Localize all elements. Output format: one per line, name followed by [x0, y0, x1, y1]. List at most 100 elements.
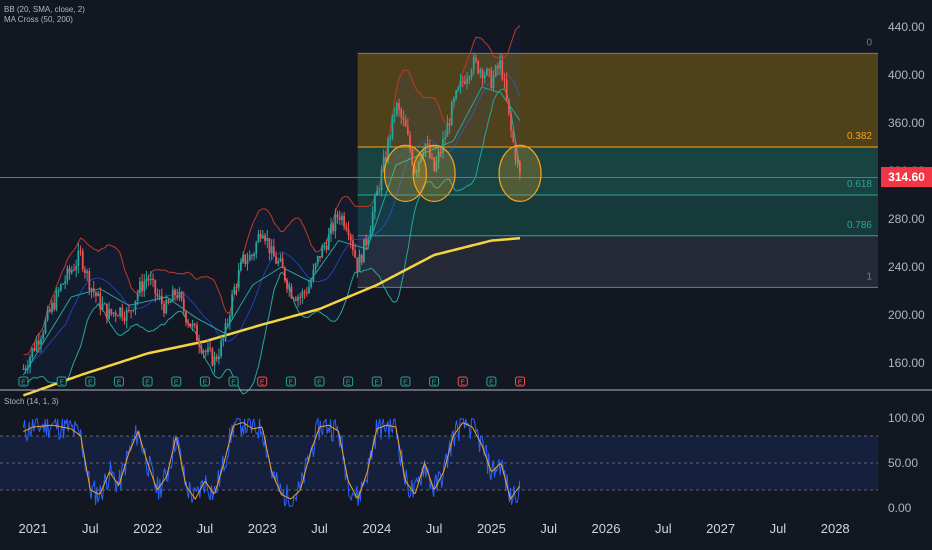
- candle: [259, 229, 262, 243]
- candle-body: [244, 254, 247, 264]
- candle-body: [437, 152, 440, 162]
- candle: [218, 348, 220, 365]
- candle: [264, 232, 266, 245]
- candle: [233, 283, 236, 295]
- candle-body: [272, 246, 275, 257]
- candle-body: [88, 271, 91, 291]
- candle: [472, 52, 475, 76]
- candle: [490, 66, 493, 90]
- time-axis-tick: 2024: [362, 521, 391, 536]
- candle-body: [79, 250, 82, 252]
- earnings-marker-box: [429, 376, 440, 387]
- ma-cross-indicator-label[interactable]: MA Cross (50, 200): [4, 15, 73, 24]
- candle-body: [127, 309, 130, 311]
- candle-body: [59, 284, 62, 291]
- candle: [433, 156, 436, 173]
- candle: [363, 239, 365, 263]
- candle-body: [174, 289, 176, 296]
- candle: [119, 306, 121, 320]
- candle-body: [130, 310, 132, 312]
- candle: [178, 287, 181, 302]
- bollinger-upper-line: [23, 25, 521, 356]
- candle: [349, 232, 352, 249]
- candle-body: [95, 292, 97, 297]
- candle-body: [334, 214, 337, 232]
- last-price-badge: 314.60: [881, 167, 932, 187]
- candle: [125, 307, 128, 329]
- candle: [193, 322, 196, 329]
- candle-body: [294, 298, 297, 301]
- candle-body: [125, 309, 128, 321]
- candle: [492, 70, 495, 92]
- candle: [378, 187, 381, 196]
- candle: [503, 73, 506, 89]
- earnings-marker-label: E: [460, 380, 465, 387]
- candle-body: [435, 161, 438, 171]
- candle: [231, 289, 234, 320]
- candle-body: [55, 290, 58, 310]
- candle: [286, 278, 288, 294]
- earnings-marker: E: [171, 376, 182, 387]
- candle: [209, 340, 212, 353]
- candle-body: [332, 224, 335, 232]
- candle-body: [204, 351, 207, 353]
- stoch-indicator-label[interactable]: Stoch (14, 1, 3): [4, 397, 59, 406]
- candle: [29, 354, 31, 374]
- candle-body: [494, 65, 497, 76]
- candle-body: [101, 303, 104, 310]
- candle: [479, 67, 482, 78]
- candle-body: [86, 271, 89, 273]
- bb-indicator-label[interactable]: BB (20, SMA, close, 2): [4, 5, 85, 14]
- candle-body: [321, 246, 324, 258]
- candle-body: [106, 303, 108, 319]
- candle-body: [163, 303, 165, 314]
- candle: [330, 217, 332, 242]
- earnings-marker-box: [400, 376, 411, 387]
- candle-body: [202, 351, 205, 353]
- candle-body: [518, 161, 521, 173]
- time-axis-tick: Jul: [540, 521, 557, 536]
- candle: [518, 160, 521, 181]
- candle-body: [187, 322, 190, 324]
- earnings-marker-label: E: [403, 380, 408, 387]
- candle: [457, 85, 460, 92]
- candle-body: [376, 190, 378, 196]
- candle: [341, 212, 343, 226]
- candle: [308, 279, 310, 294]
- candle: [158, 289, 161, 301]
- candle-body: [112, 312, 115, 314]
- time-axis-tick: 2025: [477, 521, 506, 536]
- candle: [255, 240, 258, 259]
- earnings-marker-label: E: [317, 380, 322, 387]
- candle-body: [138, 281, 141, 293]
- candle: [288, 281, 291, 297]
- candle-body: [121, 307, 124, 318]
- candle: [229, 312, 231, 330]
- earnings-marker-label: E: [374, 380, 379, 387]
- candle: [448, 118, 451, 134]
- time-axis-tick: Jul: [770, 521, 787, 536]
- candle: [398, 98, 400, 117]
- candle: [176, 288, 179, 301]
- candle: [248, 250, 251, 262]
- candle-body: [382, 156, 385, 171]
- candle-body: [464, 81, 466, 84]
- candle: [387, 136, 389, 164]
- candle-body: [483, 75, 486, 79]
- candle: [444, 129, 447, 145]
- candle-body: [411, 149, 414, 165]
- earnings-marker-label: E: [260, 380, 265, 387]
- candle: [428, 139, 431, 159]
- earnings-marker: E: [56, 376, 67, 387]
- candle-body: [209, 347, 212, 349]
- time-axis-tick: 2028: [821, 521, 850, 536]
- candle-body: [369, 229, 372, 239]
- candle: [369, 225, 372, 240]
- candle-body: [356, 257, 359, 272]
- candle: [461, 76, 464, 88]
- price-axis-tick: 160.00: [888, 356, 925, 370]
- candle-body: [250, 254, 253, 257]
- candle-body: [479, 69, 482, 73]
- earnings-marker: E: [343, 376, 354, 387]
- candle-body: [490, 70, 493, 89]
